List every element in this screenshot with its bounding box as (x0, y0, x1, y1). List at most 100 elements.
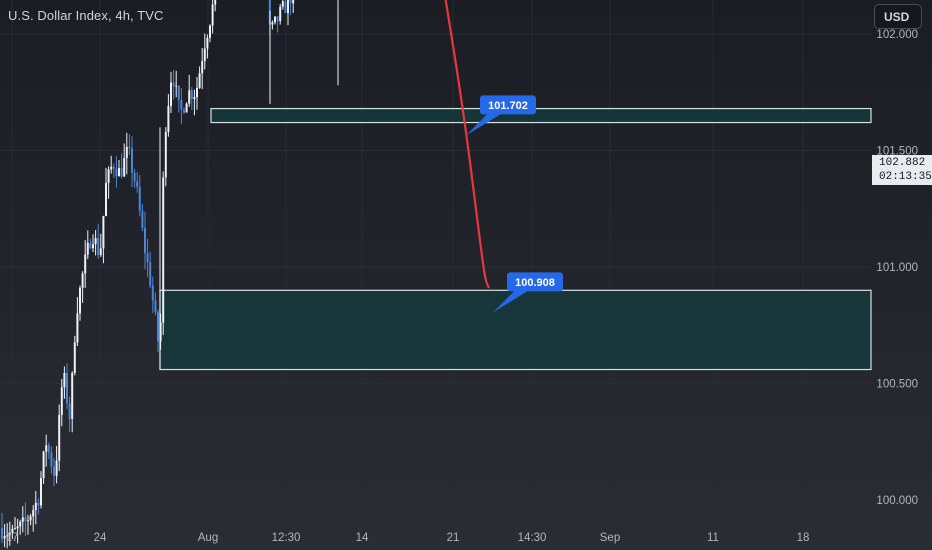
candle-body[interactable] (128, 146, 131, 149)
candle-body[interactable] (284, 1, 287, 13)
candle-body[interactable] (167, 105, 170, 132)
zone-demand[interactable] (159, 289, 872, 371)
candle-body[interactable] (287, 0, 289, 13)
candle-body[interactable] (146, 253, 149, 263)
callout-101-702[interactable]: 101.702 (466, 95, 536, 136)
candle-body[interactable] (94, 238, 97, 245)
callout-box[interactable] (480, 95, 536, 115)
candle-body[interactable] (118, 168, 120, 177)
candle-body[interactable] (203, 48, 206, 62)
candle-body[interactable] (211, 4, 214, 26)
callout-100-908[interactable]: 100.908 (493, 272, 563, 313)
candle-body[interactable] (105, 182, 107, 216)
candle-body[interactable] (21, 517, 24, 522)
candle-body[interactable] (32, 509, 35, 517)
candle-body[interactable] (24, 517, 27, 522)
candle-body[interactable] (42, 451, 45, 478)
candle-body[interactable] (120, 168, 123, 177)
candle-body[interactable] (154, 300, 157, 313)
candle-body[interactable] (79, 287, 81, 314)
candle-body[interactable] (81, 273, 84, 288)
candle-body[interactable] (8, 532, 11, 536)
candle-body[interactable] (170, 82, 172, 106)
candle-body[interactable] (14, 528, 16, 530)
candle-body[interactable] (138, 186, 141, 211)
zone-support[interactable] (210, 107, 872, 124)
candle-body[interactable] (45, 445, 48, 452)
candle-body[interactable] (133, 172, 136, 182)
candle-body[interactable] (196, 87, 198, 98)
candle-body[interactable] (289, 0, 292, 4)
candle-body[interactable] (271, 22, 274, 25)
candle-body[interactable] (125, 146, 128, 159)
candle-body[interactable] (86, 242, 89, 255)
candle-body[interactable] (175, 85, 178, 87)
callout-box[interactable] (507, 272, 563, 292)
candle-body[interactable] (11, 528, 14, 533)
projection-curve[interactable] (364, 0, 490, 289)
candle-body[interactable] (92, 244, 94, 249)
candle-body[interactable] (37, 502, 40, 506)
price-axis[interactable]: 100.000100.500101.000101.500102.000102.5… (876, 0, 918, 507)
candle-body[interactable] (131, 148, 133, 173)
candle-body[interactable] (190, 90, 193, 100)
candle-body[interactable] (112, 166, 115, 169)
candle-body[interactable] (276, 16, 279, 22)
price-zones[interactable] (121, 0, 872, 371)
candle-body[interactable] (47, 445, 50, 453)
candle-body[interactable] (16, 526, 19, 529)
candle-body[interactable] (183, 109, 185, 113)
currency-button[interactable]: USD (874, 4, 922, 29)
candle-body[interactable] (144, 227, 146, 254)
candle-body[interactable] (157, 312, 159, 342)
candle-body[interactable] (99, 248, 102, 255)
candle-body[interactable] (60, 387, 63, 415)
candle-body[interactable] (110, 166, 113, 170)
candle-body[interactable] (115, 168, 118, 177)
candle-body[interactable] (66, 372, 68, 404)
candle-body[interactable] (136, 181, 139, 187)
candle-body[interactable] (188, 90, 191, 104)
candle-body[interactable] (149, 262, 152, 286)
candle-body[interactable] (1, 527, 3, 539)
candle-body[interactable] (40, 477, 42, 506)
candle-body[interactable] (34, 502, 37, 510)
candle-body[interactable] (209, 25, 211, 38)
candle-body[interactable] (107, 169, 110, 183)
candle-body[interactable] (76, 313, 79, 343)
candle-body[interactable] (193, 97, 196, 100)
candle-body[interactable] (58, 414, 61, 461)
candle-body[interactable] (164, 131, 167, 178)
candle-body[interactable] (198, 73, 201, 88)
candle-body[interactable] (6, 535, 9, 537)
candle-body[interactable] (177, 85, 180, 101)
candle-body[interactable] (123, 158, 126, 177)
time-axis[interactable]: 17 24 Aug 12:30 14 21 14:30 Sep 11 18 (6, 532, 810, 544)
candle-body[interactable] (281, 1, 284, 7)
candle-body[interactable] (27, 520, 29, 522)
candlesticks[interactable] (1, 0, 362, 549)
candle-body[interactable] (279, 6, 282, 22)
candle-body[interactable] (71, 372, 74, 419)
candle-body[interactable] (159, 322, 162, 342)
candle-body[interactable] (68, 403, 71, 419)
candle-body[interactable] (201, 61, 204, 74)
candle-body[interactable] (63, 372, 66, 388)
candle-body[interactable] (102, 215, 105, 249)
candle-body[interactable] (151, 285, 154, 301)
candle-body[interactable] (172, 82, 175, 87)
candle-body[interactable] (89, 242, 92, 249)
candle-body[interactable] (73, 342, 76, 373)
candle-body[interactable] (214, 0, 217, 5)
candle-body[interactable] (3, 536, 6, 539)
candle-body[interactable] (53, 466, 55, 476)
candle-body[interactable] (141, 210, 144, 228)
candle-body[interactable] (50, 452, 53, 467)
candle-body[interactable] (185, 103, 188, 113)
candle-body[interactable] (97, 238, 100, 255)
candle-body[interactable] (29, 516, 32, 521)
candle-body[interactable] (55, 460, 58, 476)
candle-body[interactable] (180, 100, 183, 110)
